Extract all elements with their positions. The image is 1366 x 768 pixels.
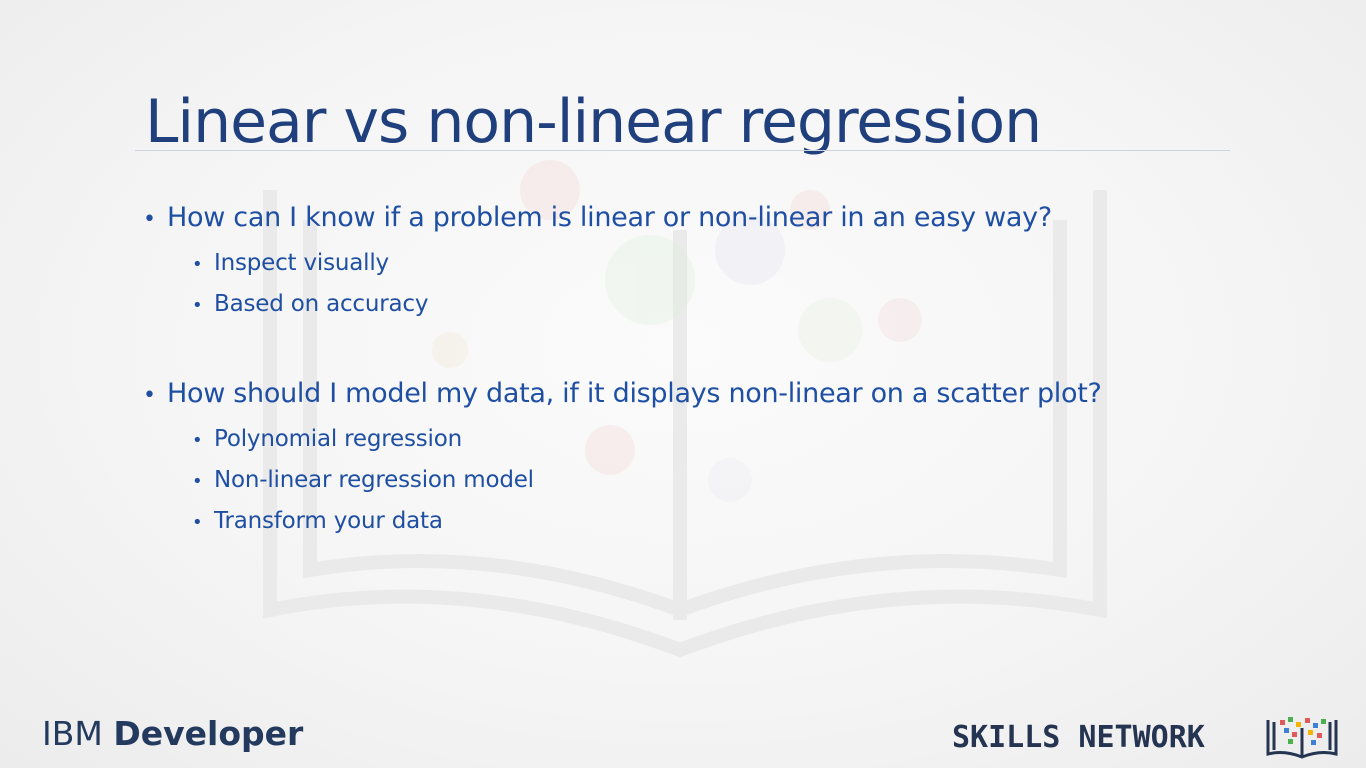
ibm-developer-logo: IBM Developer xyxy=(42,714,303,754)
bullet-dot-icon: • xyxy=(192,254,203,275)
bullet-item: • Inspect visually xyxy=(192,248,389,280)
bullet-item: • Non-linear regression model xyxy=(192,465,534,497)
title-divider xyxy=(135,150,1230,151)
book-icon xyxy=(1266,717,1338,759)
bullet-question-1: • How can I know if a problem is linear o… xyxy=(143,200,1052,238)
skills-network-wordmark: SKILLS NETWORK xyxy=(952,720,1205,755)
bullet-dot-icon: • xyxy=(143,383,156,408)
bullet-item: • Transform your data xyxy=(192,506,443,538)
bullet-dot-icon: • xyxy=(192,471,203,492)
slide-title: Linear vs non-linear regression xyxy=(145,87,1042,157)
bullet-question-2: • How should I model my data, if it displ… xyxy=(143,376,1102,414)
bullet-text: Transform your data xyxy=(214,508,443,534)
bullet-dot-icon: • xyxy=(192,512,203,533)
bullet-text: Based on accuracy xyxy=(214,291,429,317)
brand-prefix: IBM xyxy=(42,714,103,753)
bullet-dot-icon: • xyxy=(192,430,203,451)
bullet-item: • Polynomial regression xyxy=(192,424,462,456)
bullet-item: • Based on accuracy xyxy=(192,289,428,321)
bullet-dot-icon: • xyxy=(192,295,203,316)
bullet-text: Polynomial regression xyxy=(214,426,462,452)
bullet-text: How should I model my data, if it displa… xyxy=(167,378,1102,409)
bullet-text: How can I know if a problem is linear or… xyxy=(167,202,1052,233)
bullet-text: Non-linear regression model xyxy=(214,467,534,493)
bullet-dot-icon: • xyxy=(143,207,156,232)
brand-bold: Developer xyxy=(113,714,304,753)
bullet-text: Inspect visually xyxy=(214,250,389,276)
book-watermark-icon xyxy=(263,160,1107,658)
